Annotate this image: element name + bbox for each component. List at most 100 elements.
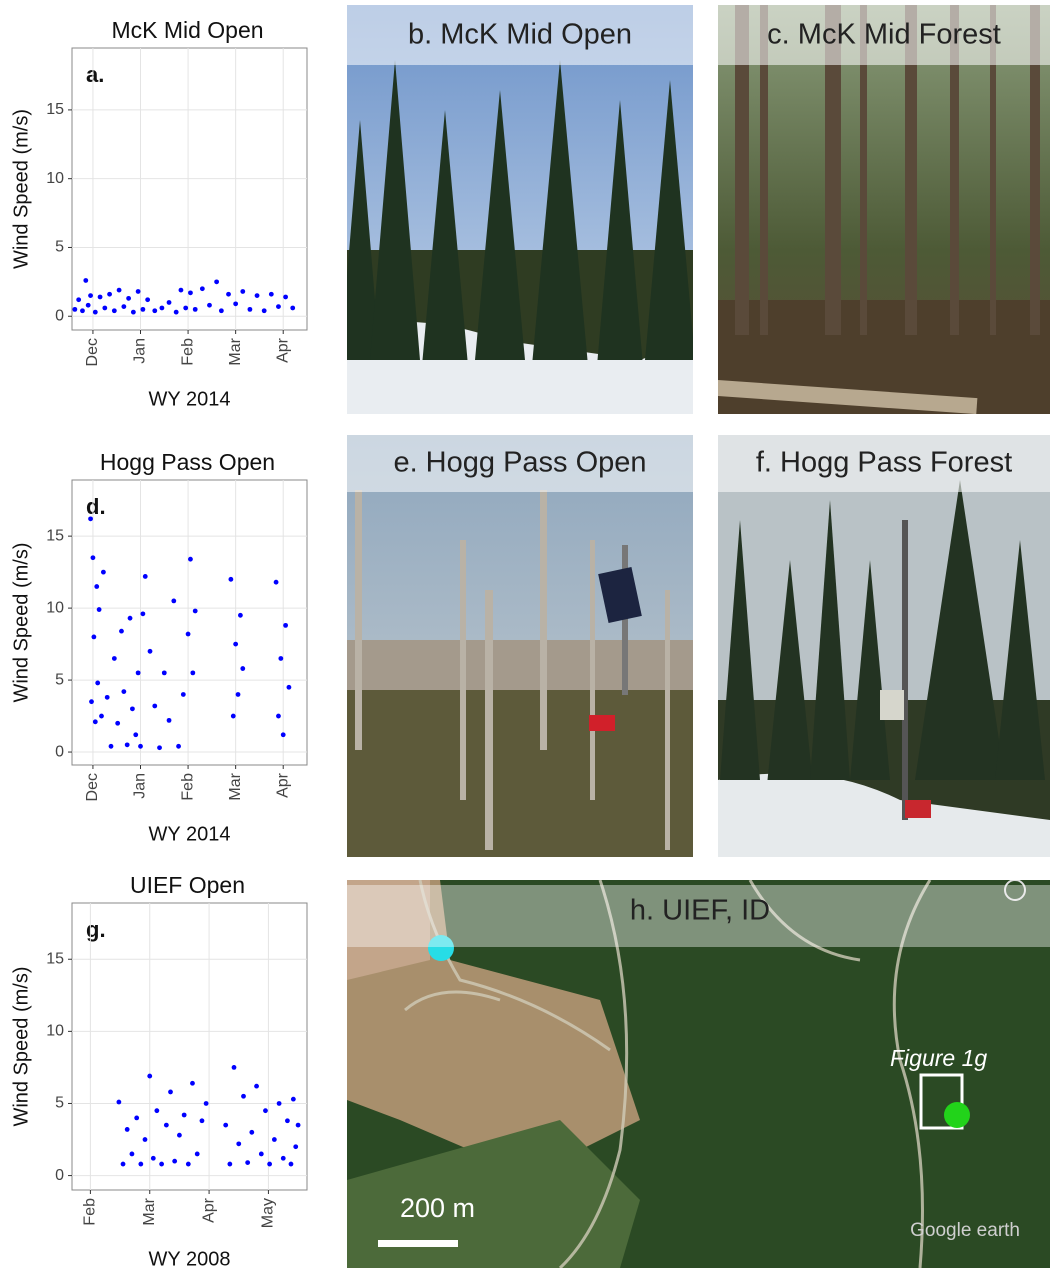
point	[83, 278, 89, 283]
point	[203, 1101, 209, 1106]
photo-label: f. Hogg Pass Forest	[756, 447, 1012, 479]
tree	[850, 560, 890, 780]
point	[240, 289, 246, 294]
plot-area	[71, 902, 308, 1191]
point	[135, 289, 141, 294]
x-tick-label: Apr	[274, 337, 291, 363]
x-tick-label: Feb	[179, 773, 196, 801]
point	[116, 287, 122, 293]
point	[124, 742, 130, 748]
photo-b	[347, 5, 693, 414]
trunk	[860, 5, 867, 335]
y-tick-label: 15	[46, 950, 64, 967]
point	[104, 694, 110, 700]
point	[177, 1132, 182, 1138]
point	[163, 1122, 169, 1128]
point	[192, 306, 198, 312]
tree	[915, 480, 1005, 780]
point	[152, 703, 158, 709]
point	[142, 574, 148, 579]
point	[268, 291, 274, 297]
panel-letter: g.	[86, 917, 106, 942]
point	[129, 1151, 135, 1157]
point	[258, 1151, 264, 1157]
label-band	[718, 435, 1050, 492]
point	[76, 297, 82, 303]
point	[233, 641, 239, 647]
point	[181, 1112, 187, 1118]
tree	[995, 540, 1045, 780]
point	[173, 309, 179, 315]
y-tick-label: 5	[55, 239, 64, 256]
point	[218, 308, 224, 314]
point	[273, 579, 279, 585]
point	[116, 1099, 122, 1105]
label-band	[347, 435, 693, 492]
point	[124, 1127, 130, 1132]
point	[288, 1161, 294, 1167]
point	[199, 286, 205, 292]
point	[227, 1161, 233, 1167]
x-tick-label: Apr	[274, 772, 291, 798]
photo-label: b. McK Mid Open	[408, 19, 632, 51]
point	[267, 1161, 273, 1167]
point	[168, 1089, 173, 1095]
point	[111, 308, 117, 314]
point	[133, 732, 139, 738]
chart-title: Hogg Pass Open	[100, 449, 275, 475]
point	[241, 1093, 246, 1099]
snag	[460, 540, 466, 800]
point	[214, 279, 220, 285]
tree	[767, 560, 813, 780]
tree	[347, 120, 380, 360]
point	[176, 743, 181, 749]
point	[271, 1137, 277, 1142]
point	[99, 713, 104, 719]
point	[127, 615, 133, 621]
point	[130, 309, 136, 315]
point	[283, 294, 288, 300]
point	[161, 670, 167, 676]
y-axis-label: Wind Speed (m/s)	[10, 542, 32, 702]
trunk	[905, 5, 917, 335]
point	[166, 717, 172, 723]
point	[100, 569, 106, 575]
snag	[590, 540, 595, 800]
point	[194, 1151, 200, 1157]
snag	[485, 590, 493, 850]
point	[188, 556, 193, 562]
x-tick-label: Mar	[227, 772, 244, 800]
point	[126, 295, 132, 301]
point	[207, 302, 212, 308]
point	[121, 689, 127, 694]
point	[80, 308, 85, 314]
point	[254, 1083, 259, 1089]
plot-area	[71, 47, 308, 331]
point	[107, 291, 112, 297]
point	[276, 304, 281, 310]
x-tick-label: Jan	[132, 338, 149, 364]
y-tick-label: 0	[55, 1167, 64, 1184]
point	[166, 300, 172, 305]
point	[72, 306, 78, 312]
y-tick-label: 0	[55, 307, 64, 324]
point	[94, 584, 100, 589]
panel-letter: d.	[86, 494, 106, 519]
tree	[532, 60, 588, 360]
point	[152, 308, 158, 314]
x-tick-label: Dec	[84, 773, 101, 801]
point	[231, 1065, 237, 1070]
point	[115, 720, 121, 726]
point	[150, 1155, 156, 1161]
y-tick-label: 15	[46, 527, 64, 544]
point	[159, 305, 165, 311]
label-band	[347, 885, 1050, 947]
x-tick-label: Dec	[84, 338, 101, 366]
point	[171, 598, 177, 604]
y-tick-label: 5	[55, 1095, 64, 1112]
photo-f	[718, 435, 1050, 857]
point	[236, 1141, 242, 1147]
tree	[810, 500, 850, 780]
trunk	[760, 5, 768, 335]
point	[290, 1096, 296, 1102]
